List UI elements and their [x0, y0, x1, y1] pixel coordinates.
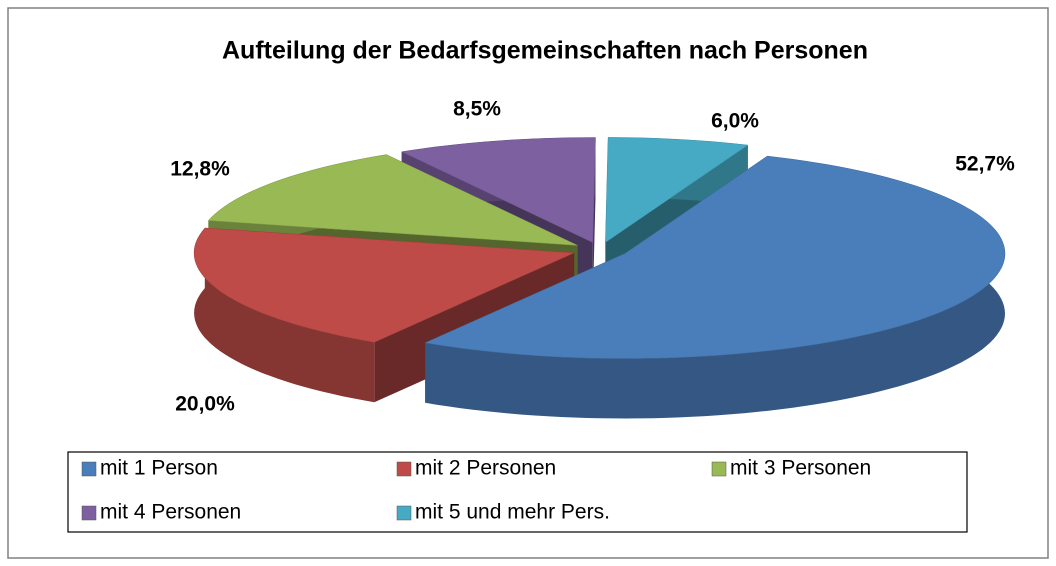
slice — [424, 155, 1006, 359]
slice-side — [194, 228, 375, 403]
legend-label: mit 3 Personen — [730, 457, 871, 480]
legend-swatch — [396, 505, 412, 521]
legend-swatch — [711, 461, 727, 477]
slice — [193, 227, 575, 343]
legend-swatch — [81, 505, 97, 521]
legend-swatch — [396, 461, 412, 477]
legend-label: mit 1 Person — [100, 457, 218, 480]
slice — [605, 137, 749, 243]
slice — [207, 154, 578, 246]
data-label: 8,5% — [453, 98, 501, 121]
slice — [400, 137, 596, 243]
data-label: 52,7% — [955, 153, 1015, 176]
data-label: 12,8% — [170, 158, 230, 181]
legend-swatch — [81, 461, 97, 477]
legend-label: mit 2 Personen — [415, 457, 556, 480]
legend-label: mit 5 und mehr Pers. — [415, 501, 610, 524]
legend-label: mit 4 Personen — [100, 501, 241, 524]
data-label: 20,0% — [175, 393, 235, 416]
chart-title: Aufteilung der Bedarfsgemeinschaften nac… — [222, 37, 868, 65]
data-label: 6,0% — [711, 110, 759, 133]
legend-box — [67, 451, 968, 533]
slice — [424, 155, 1006, 419]
